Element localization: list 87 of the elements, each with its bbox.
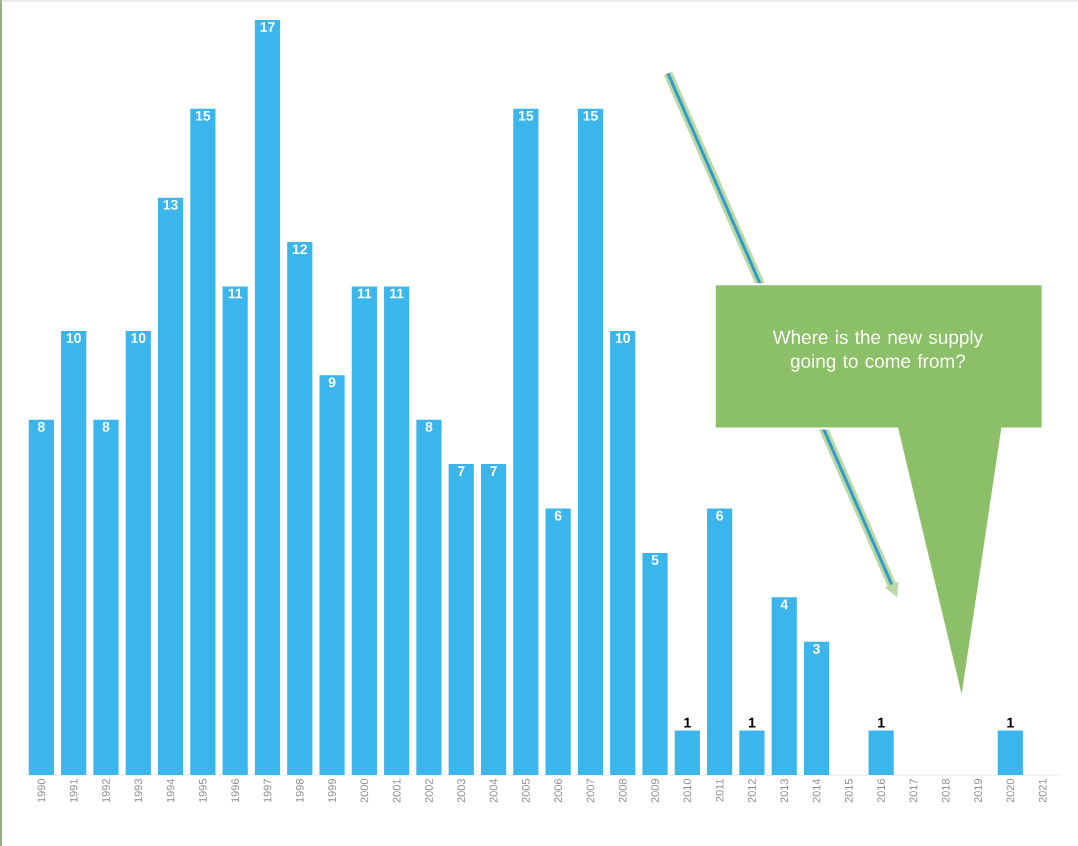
bar — [480, 464, 507, 775]
data-label: 12 — [292, 244, 307, 254]
x-tick-label: 1995 — [199, 778, 207, 803]
x-tick-label: 2000 — [360, 778, 369, 803]
x-tick-label: 2003 — [457, 779, 466, 803]
bar — [384, 286, 410, 775]
bar — [222, 286, 248, 775]
bar — [351, 286, 377, 775]
bar — [803, 641, 830, 775]
bar — [157, 197, 184, 775]
data-label: 15 — [195, 111, 211, 121]
x-tick-label: 1997 — [263, 779, 272, 803]
bar — [707, 508, 733, 775]
x-tick-label: 2002 — [425, 779, 433, 803]
bar — [771, 597, 797, 775]
x-tick-label: 1999 — [328, 779, 336, 803]
data-label: 3 — [812, 643, 820, 654]
x-tick-label: 2004 — [489, 778, 498, 803]
data-label: 15 — [518, 111, 534, 121]
bar — [61, 330, 87, 775]
bar — [997, 730, 1023, 775]
bar — [254, 19, 281, 775]
bar — [28, 419, 54, 775]
x-tick-label: 1993 — [134, 779, 143, 803]
data-label: 4 — [780, 599, 789, 610]
data-label: 7 — [490, 466, 497, 476]
data-label: 1 — [878, 717, 885, 728]
annotation: Where is the new supply going to come from? — [772, 330, 984, 372]
data-label: 8 — [102, 421, 110, 432]
data-label: 10 — [615, 333, 630, 343]
bar — [93, 419, 119, 775]
x-tick-label: 2007 — [586, 779, 595, 803]
data-label: 15 — [583, 111, 598, 121]
data-label: 9 — [328, 377, 336, 388]
data-label: 1 — [1007, 717, 1014, 728]
x-tick-label: 1994 — [166, 778, 175, 803]
bar — [513, 108, 539, 775]
data-label: 17 — [260, 22, 275, 32]
x-tick-label: 1991 — [69, 779, 78, 803]
x-tick-label: 2001 — [392, 779, 401, 803]
bar — [868, 730, 894, 775]
bar — [545, 508, 571, 775]
data-label: 8 — [425, 421, 433, 432]
data-label: 11 — [390, 288, 404, 299]
x-tick-label: 2015 — [844, 778, 853, 803]
x-tick-label: 2016 — [877, 779, 886, 803]
data-label: 1 — [748, 717, 756, 728]
data-label: 8 — [37, 421, 45, 432]
x-tick-label: 2020 — [1006, 778, 1015, 803]
x-tick-label: 2008 — [618, 779, 627, 803]
x-tick-label: 2012 — [748, 779, 756, 803]
data-label: 11 — [228, 288, 243, 299]
x-tick-label: 2014 — [812, 778, 821, 803]
bar — [642, 552, 668, 775]
x-tick-label: 1998 — [295, 779, 304, 803]
bar — [319, 375, 345, 775]
x-tick-label: 2006 — [554, 779, 563, 803]
x-tick-label: 2011 — [715, 779, 724, 802]
bar — [448, 464, 474, 775]
x-tick-label: 2017 — [909, 779, 918, 803]
data-label: 6 — [716, 510, 724, 521]
data-label: 5 — [651, 555, 659, 565]
x-tick-label: 2010 — [683, 778, 692, 803]
data-label: 10 — [66, 333, 81, 343]
x-tick-label: 2021 — [1038, 779, 1047, 803]
bar — [287, 242, 313, 775]
x-tick-label: 2009 — [651, 779, 659, 803]
bar — [577, 108, 604, 775]
x-tick-label: 1990 — [37, 778, 46, 803]
x-tick-label: 1996 — [231, 779, 240, 803]
data-label: 13 — [163, 199, 178, 210]
bar — [416, 419, 442, 775]
x-tick-label: 2018 — [941, 779, 950, 803]
data-label: 11 — [357, 288, 372, 299]
bar — [674, 730, 700, 775]
x-tick-label: 2013 — [780, 779, 789, 803]
data-label: 6 — [554, 510, 562, 521]
x-tick-label: 2005 — [521, 778, 530, 803]
data-label: 1 — [684, 717, 691, 728]
bar — [739, 730, 765, 775]
x-tick-label: 1992 — [102, 779, 110, 803]
data-label: 10 — [131, 333, 146, 343]
bar — [610, 330, 636, 775]
data-label: 7 — [457, 466, 465, 476]
bar — [190, 108, 216, 775]
bar — [125, 330, 151, 775]
x-tick-label: 2019 — [974, 779, 982, 803]
